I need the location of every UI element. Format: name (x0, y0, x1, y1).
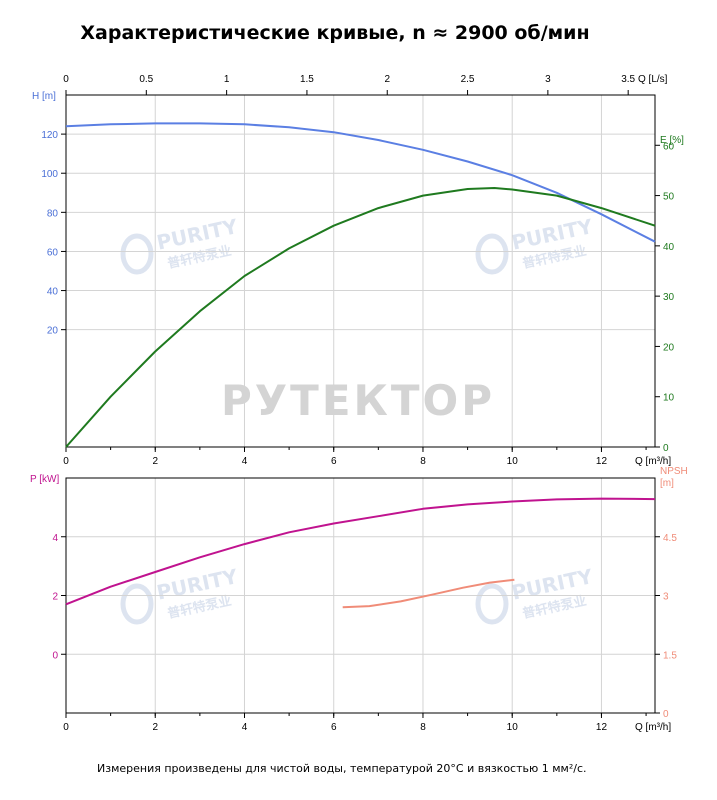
x-axis-label: Q [m³/h] (635, 722, 671, 733)
x-tick-label: 4 (242, 456, 248, 467)
watermark-center: РУТЕКТОР (221, 376, 495, 425)
x-tick-label: 8 (420, 722, 426, 733)
y-right-tick-label: 30 (663, 292, 675, 303)
y-right-tick-label: 40 (663, 242, 675, 253)
y-right-axis-label-npsh: NPSH (660, 466, 688, 477)
y-right-tick-label: 0 (663, 443, 669, 454)
watermark-logo-icon (475, 583, 509, 625)
y-left-tick-label: 80 (47, 208, 59, 219)
top-panel-frame (65, 94, 656, 448)
watermark-logo-icon (475, 233, 509, 275)
x-top-tick-label: 2 (384, 74, 390, 85)
series-line-pkw (65, 497, 656, 606)
y-left-axis-label-power: P [kW] (30, 474, 59, 485)
x-tick-label: 10 (507, 722, 519, 733)
x-tick-label: 6 (331, 456, 337, 467)
x-tick-label: 4 (242, 722, 248, 733)
y-left-tick-label: 60 (47, 247, 59, 258)
y-left-tick-label: 40 (47, 287, 59, 298)
x-tick-label: 12 (596, 722, 608, 733)
x-axis-label: Q [m³/h] (635, 456, 671, 467)
x-tick-label: 10 (507, 456, 519, 467)
y-right-tick-label: 0 (663, 709, 669, 720)
y-left-axis-label-head: H [m] (32, 91, 56, 102)
x-tick-label: 0 (63, 722, 69, 733)
y-right-tick-label: 3 (663, 592, 669, 603)
x-top-tick-label: 0.5 (139, 74, 153, 85)
x-tick-label: 2 (152, 722, 158, 733)
x-top-tick-label: 1.5 (300, 74, 314, 85)
x-tick-label: 8 (420, 456, 426, 467)
y-right-tick-label: 60 (663, 141, 675, 152)
y-right-tick-label: 4.5 (663, 533, 677, 544)
y-right-tick-label: 50 (663, 192, 675, 203)
y-left-tick-label: 4 (52, 533, 58, 544)
series-line-e (65, 187, 656, 448)
y-left-tick-label: 2 (52, 592, 58, 603)
y-right-axis-label-npsh-unit: [m] (660, 478, 674, 489)
x-top-tick-label: 1 (224, 74, 230, 85)
y-right-axis-label-efficiency: E [%] (660, 135, 684, 146)
y-left-tick-label: 20 (47, 326, 59, 337)
series-line-hm (65, 122, 656, 243)
x-top-tick-label: 2.5 (461, 74, 475, 85)
watermark-logo-icon (120, 233, 154, 275)
y-left-tick-label: 0 (52, 650, 58, 661)
x-top-tick-label: 0 (63, 74, 69, 85)
measurement-footnote: Измерения произведены для чистой воды, т… (97, 762, 587, 775)
watermark-logo-icon (120, 583, 154, 625)
x-tick-label: 2 (152, 456, 158, 467)
x-top-tick-label: 3.5 (621, 74, 635, 85)
y-left-tick-label: 100 (41, 169, 58, 180)
series-line-npshm (342, 578, 515, 609)
x-top-axis-label: Q [L/s] (638, 74, 668, 85)
x-tick-label: 0 (63, 456, 69, 467)
y-left-tick-label: 120 (41, 130, 58, 141)
x-tick-label: 12 (596, 456, 608, 467)
chart-title: Характеристические кривые, n ≈ 2900 об/м… (80, 22, 590, 44)
y-right-tick-label: 10 (663, 393, 675, 404)
x-top-tick-label: 3 (545, 74, 551, 85)
y-right-tick-label: 1.5 (663, 650, 677, 661)
x-tick-label: 6 (331, 722, 337, 733)
y-right-tick-label: 20 (663, 342, 675, 353)
